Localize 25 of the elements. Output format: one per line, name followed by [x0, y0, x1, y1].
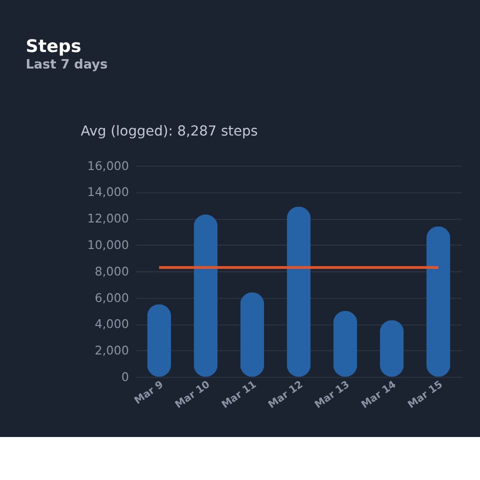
y-tick-label: 4,000 [94, 317, 129, 332]
bar [194, 214, 218, 377]
bar [426, 226, 450, 377]
x-tick-label: Mar 12 [266, 379, 306, 411]
x-tick-label: Mar 9 [132, 379, 166, 407]
bar [286, 206, 311, 377]
x-tick-label: Mar 13 [313, 379, 352, 411]
bar [147, 304, 172, 377]
y-tick-label: 0 [121, 370, 129, 384]
text: Avg (logged): 8,287 steps [80, 123, 258, 140]
y-tick-label: 10,000 [87, 238, 129, 252]
chart-subtitle: Last 7 days [26, 57, 108, 72]
y-tick-label: 2,000 [94, 344, 129, 358]
x-tick-label: Mar 10 [174, 379, 212, 411]
chart-title: Steps [26, 36, 82, 57]
x-tick-label: Mar 11 [220, 379, 259, 411]
bar [240, 292, 264, 377]
x-tick-label: Mar 15 [406, 379, 445, 411]
y-tick-label: 8,000 [94, 264, 129, 278]
bar [333, 310, 358, 377]
y-tick-label: 12,000 [87, 212, 129, 226]
y-tick-label: 14,000 [87, 185, 129, 200]
x-tick-label: Mar 14 [360, 379, 398, 411]
y-tick-label: 16,000 [87, 158, 129, 173]
y-tick-label: 6,000 [94, 290, 129, 305]
